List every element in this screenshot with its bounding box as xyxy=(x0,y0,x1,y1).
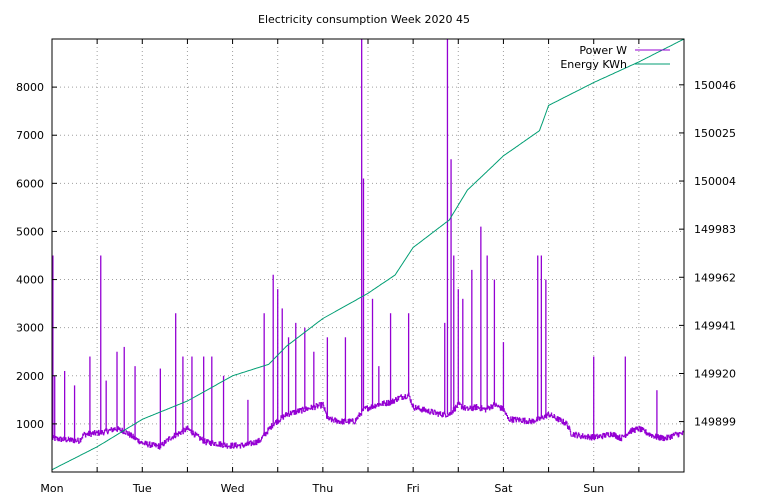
y-right-tick-label: 150004 xyxy=(694,175,736,188)
y-left-tick-label: 5000 xyxy=(16,225,44,238)
series-energy xyxy=(51,38,685,471)
y-left-tick-label: 4000 xyxy=(16,274,44,287)
y-right-tick-label: 149941 xyxy=(694,319,736,332)
y-left-tick-label: 3000 xyxy=(16,322,44,335)
x-tick-label: Thu xyxy=(312,482,334,495)
y-right-tick-label: 149920 xyxy=(694,367,736,380)
energy-line xyxy=(51,38,685,471)
y-left-tick-label: 8000 xyxy=(16,81,44,94)
y-right-tick-label: 150046 xyxy=(694,79,736,92)
y-left-tick-label: 1000 xyxy=(16,418,44,431)
y-right-tick-label: 149962 xyxy=(694,271,736,284)
x-tick-label: Tue xyxy=(132,482,152,495)
grid xyxy=(52,39,684,472)
axis-ticks: Mon Tue Wed Thu Fri Sat Sun 1000 2000 3000 4000 500… xyxy=(16,39,736,495)
legend-label: Power W xyxy=(579,44,627,57)
legend-label: Energy KWh xyxy=(560,58,627,71)
x-tick-label: Mon xyxy=(40,482,63,495)
x-tick-label: Wed xyxy=(221,482,245,495)
y-right-tick-label: 150025 xyxy=(694,127,736,140)
y-left-tick-label: 6000 xyxy=(16,177,44,190)
y-right-tick-label: 149983 xyxy=(694,223,736,236)
series-power xyxy=(52,39,685,450)
x-tick-label: Fri xyxy=(407,482,420,495)
power-line xyxy=(52,392,685,450)
x-tick-label: Sat xyxy=(494,482,513,495)
y-right-tick-label: 149899 xyxy=(694,416,736,429)
chart-title: Electricity consumption Week 2020 45 xyxy=(258,13,470,26)
x-tick-label: Sun xyxy=(583,482,604,495)
y-left-tick-label: 7000 xyxy=(16,129,44,142)
y-left-tick-label: 2000 xyxy=(16,370,44,383)
